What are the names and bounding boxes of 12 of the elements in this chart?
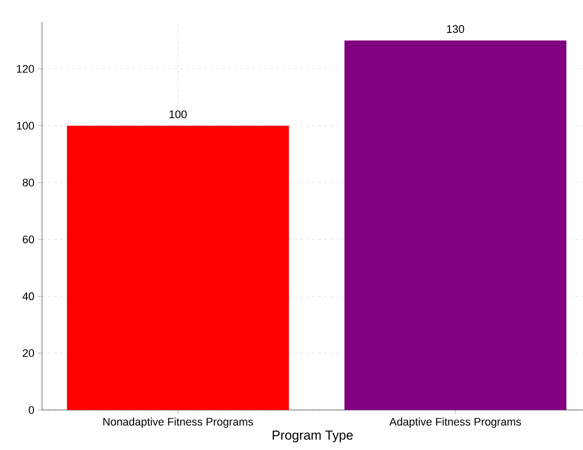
data-label: 130 bbox=[447, 25, 464, 33]
x-tick-label: Nonadaptive Fitness Programs bbox=[103, 418, 254, 428]
x-axis-title: Program Type bbox=[272, 430, 353, 442]
data-label: 100 bbox=[170, 110, 187, 118]
y-tick-label: 100 bbox=[16, 122, 34, 130]
y-tick-label: 80 bbox=[22, 178, 34, 186]
y-tick-label: 120 bbox=[16, 65, 34, 73]
y-tick-label: 40 bbox=[22, 292, 34, 300]
y-tick-label: 0 bbox=[28, 406, 34, 414]
y-tick-label: 60 bbox=[22, 236, 34, 244]
x-tick-label: Adaptive Fitness Programs bbox=[389, 418, 521, 428]
y-tick-label: 20 bbox=[22, 349, 34, 358]
